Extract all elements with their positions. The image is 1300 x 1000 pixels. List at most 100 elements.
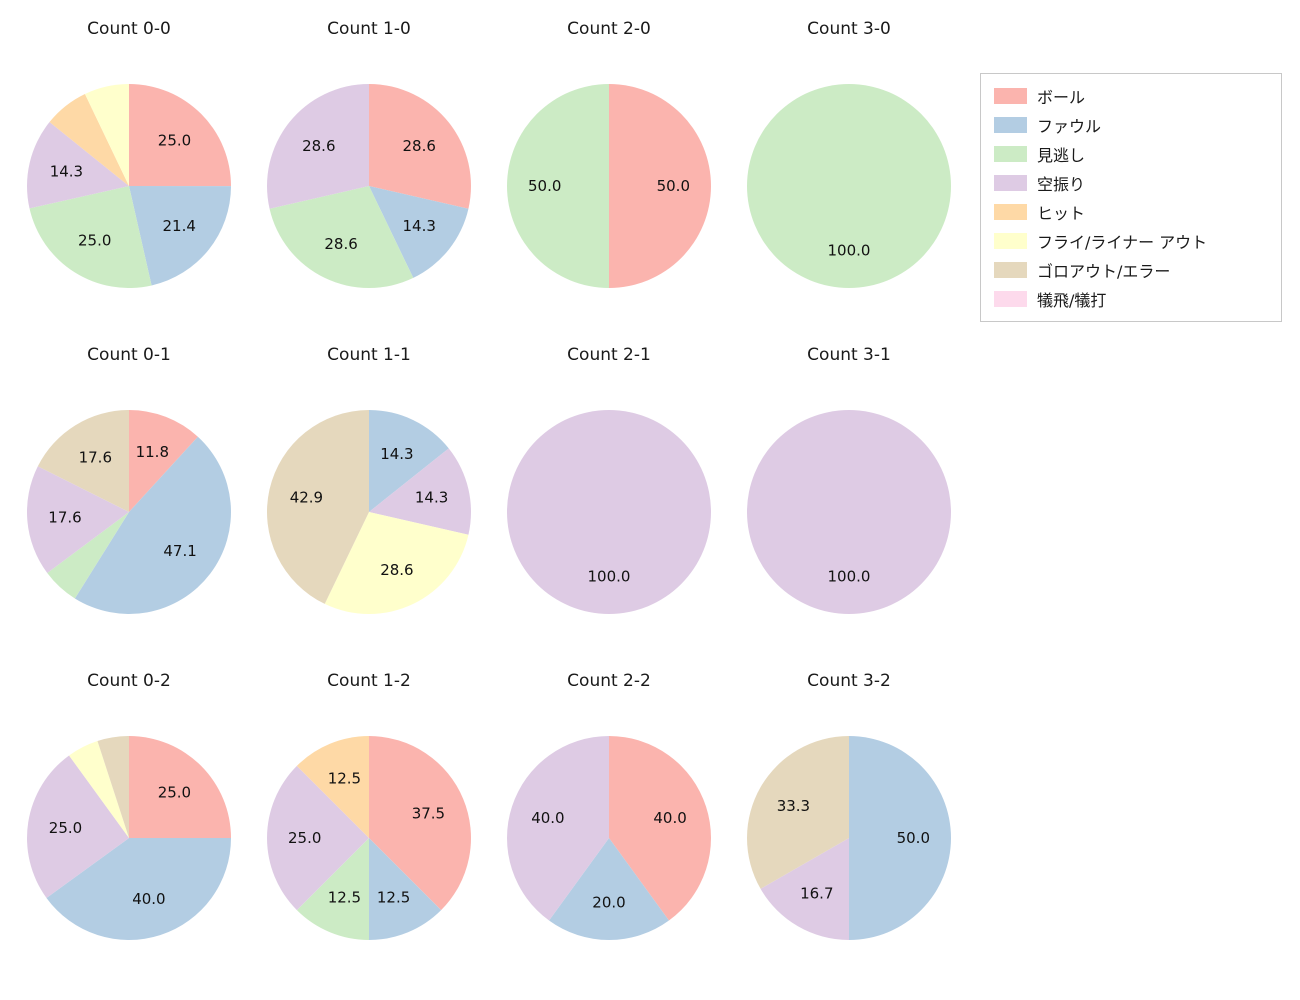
chart-title: Count 2-0 [567, 19, 651, 39]
chart-title: Count 1-2 [327, 671, 411, 691]
pie-slice [97, 736, 129, 838]
slice-percentage-label: 50.0 [657, 177, 690, 195]
pie-svg: 25.0 40.0 25.0 [27, 736, 232, 940]
pie-slice [296, 838, 369, 940]
legend-item-groundout-error: ゴロアウト/エラー [994, 260, 1268, 281]
pie-slice [26, 466, 129, 573]
chart-cell-count-0-0: Count 0-0 25.0 21.4 25.0 14.3 [9, 17, 249, 307]
chart-cell-count-3-1: Count 3-1 100.0 [729, 343, 969, 633]
slice-percentage-label: 25.0 [158, 132, 191, 150]
pie-chart-count-1-2: 37.5 12.5 12.5 25.0 12.5 [264, 733, 474, 943]
pie-chart-count-0-0: 25.0 21.4 25.0 14.3 [24, 81, 234, 291]
slice-percentage-label: 14.3 [50, 163, 83, 181]
slice-percentage-label: 42.9 [290, 489, 323, 507]
pie-chart-count-1-1: 14.3 14.3 28.6 42.9 [264, 407, 474, 617]
legend-swatch-ball [994, 88, 1027, 104]
slice-percentage-label: 33.3 [777, 797, 810, 815]
chart-cell-count-1-1: Count 1-1 14.3 14.3 28.6 42.9 [249, 343, 489, 633]
legend-label: フライ/ライナー アウト [1037, 233, 1208, 252]
pie-chart-count-2-1: 100.0 [504, 407, 714, 617]
slice-percentage-label: 50.0 [897, 829, 930, 847]
legend-label: ファウル [1037, 117, 1102, 136]
legend-item-ball: ボール [994, 86, 1268, 107]
pie-slice [129, 736, 231, 838]
legend-label: ゴロアウト/エラー [1037, 262, 1171, 281]
pie-slice [69, 740, 129, 838]
legend-item-sacrifice: 犠飛/犠打 [994, 289, 1268, 310]
pie-slice [747, 84, 951, 288]
legend-swatch-fly-liner-out [994, 233, 1027, 249]
legend-label: 犠飛/犠打 [1037, 291, 1107, 310]
pie-svg: 28.6 14.3 28.6 28.6 [267, 84, 471, 289]
pie-slice [507, 736, 609, 921]
pie-slice [507, 84, 609, 288]
pie-chart-count-3-1: 100.0 [744, 407, 954, 617]
pie-slice [369, 838, 442, 940]
pie-slice [269, 186, 414, 289]
slice-percentage-label: 11.8 [136, 443, 169, 461]
slice-percentage-label: 28.6 [402, 137, 435, 155]
chart-cell-count-0-2: Count 0-2 25.0 40.0 25.0 [9, 669, 249, 959]
pie-slice [296, 736, 369, 838]
slice-percentage-label: 14.3 [415, 489, 448, 507]
legend-item-swinging-strike: 空振り [994, 173, 1268, 194]
slice-percentage-label: 25.0 [78, 231, 111, 249]
pie-chart-count-0-1: 11.8 47.1 17.6 17.6 [24, 407, 234, 617]
pie-svg: 100.0 [507, 410, 711, 614]
legend-swatch-called-strike [994, 146, 1027, 162]
legend-swatch-groundout-error [994, 262, 1027, 278]
legend-item-called-strike: 見逃し [994, 144, 1268, 165]
pie-slice [324, 512, 469, 615]
chart-title: Count 1-1 [327, 345, 411, 365]
slice-percentage-label: 25.0 [158, 784, 191, 802]
chart-title: Count 3-0 [807, 19, 891, 39]
legend-item-fly-liner-out: フライ/ライナー アウト [994, 231, 1268, 252]
pie-slice [507, 410, 711, 614]
slice-percentage-label: 40.0 [653, 809, 686, 827]
legend: ボール ファウル 見逃し 空振り ヒット フライ/ライナー アウト ゴロアウト/… [980, 73, 1282, 322]
pie-slice [747, 410, 951, 614]
slice-percentage-label: 14.3 [402, 217, 435, 235]
chart-cell-count-2-1: Count 2-1 100.0 [489, 343, 729, 633]
pie-chart-count-2-2: 40.0 20.0 40.0 [504, 733, 714, 943]
chart-title: Count 2-2 [567, 671, 651, 691]
slice-percentage-label: 25.0 [49, 819, 82, 837]
chart-cell-count-0-1: Count 0-1 11.8 47.1 17.6 17.6 [9, 343, 249, 633]
chart-title: Count 2-1 [567, 345, 651, 365]
chart-cell-count-1-0: Count 1-0 28.6 14.3 28.6 28.6 [249, 17, 489, 307]
legend-swatch-foul [994, 117, 1027, 133]
legend-item-hit: ヒット [994, 202, 1268, 223]
slice-percentage-label: 12.5 [328, 888, 361, 906]
pie-slice [369, 84, 471, 209]
pie-slice [84, 84, 129, 186]
slice-percentage-label: 16.7 [800, 885, 833, 903]
pie-slice [369, 410, 449, 512]
slice-percentage-label: 40.0 [132, 890, 165, 908]
pie-slice [129, 84, 232, 187]
slice-percentage-label: 28.6 [324, 235, 357, 253]
pie-slice [266, 410, 369, 604]
slice-percentage-label: 12.5 [377, 888, 410, 906]
chart-cell-count-2-2: Count 2-2 40.0 20.0 40.0 [489, 669, 729, 959]
pie-slice [49, 94, 129, 186]
chart-title: Count 3-2 [807, 671, 891, 691]
pie-slice [46, 838, 232, 940]
pie-slice [27, 122, 129, 209]
pie-slice [609, 736, 711, 921]
pie-svg: 11.8 47.1 17.6 17.6 [26, 410, 231, 614]
slice-percentage-label: 12.5 [328, 770, 361, 788]
pie-slice [849, 736, 951, 940]
legend-item-foul: ファウル [994, 115, 1268, 136]
pie-slice [37, 410, 129, 512]
pie-svg: 50.0 50.0 [507, 84, 711, 288]
pie-chart-count-0-2: 25.0 40.0 25.0 [24, 733, 234, 943]
slice-percentage-label: 25.0 [288, 829, 321, 847]
pie-slice [129, 410, 198, 512]
slice-percentage-label: 21.4 [162, 217, 195, 235]
pie-svg: 100.0 [747, 84, 951, 288]
pie-slice [549, 838, 669, 940]
pie-slice [47, 512, 129, 599]
pie-slice [29, 186, 152, 289]
chart-title: Count 3-1 [807, 345, 891, 365]
